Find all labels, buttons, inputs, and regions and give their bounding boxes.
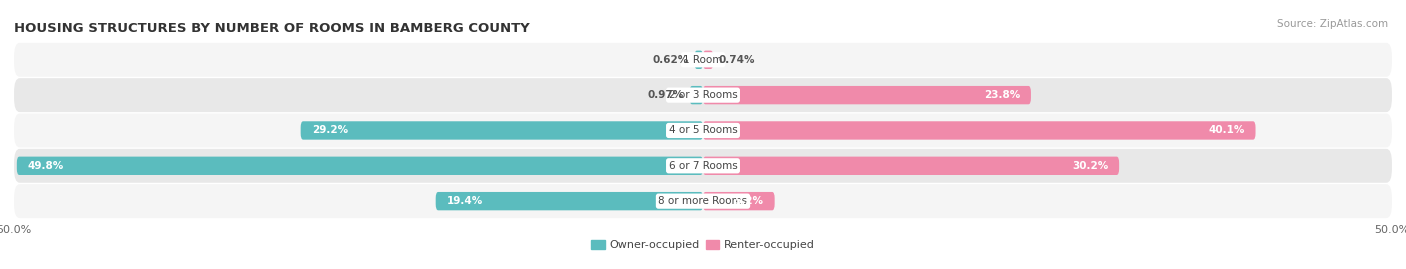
FancyBboxPatch shape [301,121,703,140]
FancyBboxPatch shape [14,149,1392,183]
FancyBboxPatch shape [703,157,1119,175]
Text: 5.2%: 5.2% [734,196,763,206]
Text: 29.2%: 29.2% [312,125,347,136]
Text: 2 or 3 Rooms: 2 or 3 Rooms [669,90,737,100]
Text: HOUSING STRUCTURES BY NUMBER OF ROOMS IN BAMBERG COUNTY: HOUSING STRUCTURES BY NUMBER OF ROOMS IN… [14,22,530,35]
FancyBboxPatch shape [703,192,775,210]
Legend: Owner-occupied, Renter-occupied: Owner-occupied, Renter-occupied [586,235,820,255]
FancyBboxPatch shape [14,78,1392,112]
FancyBboxPatch shape [703,86,1031,104]
Text: 49.8%: 49.8% [28,161,65,171]
Text: 19.4%: 19.4% [447,196,484,206]
Text: 30.2%: 30.2% [1071,161,1108,171]
FancyBboxPatch shape [703,121,1256,140]
Text: 23.8%: 23.8% [984,90,1019,100]
FancyBboxPatch shape [436,192,703,210]
FancyBboxPatch shape [689,86,703,104]
Text: 0.97%: 0.97% [648,90,685,100]
Text: 40.1%: 40.1% [1208,125,1244,136]
FancyBboxPatch shape [703,51,713,69]
Text: 8 or more Rooms: 8 or more Rooms [658,196,748,206]
Text: Source: ZipAtlas.com: Source: ZipAtlas.com [1277,19,1388,29]
Text: 1 Room: 1 Room [683,55,723,65]
Text: 0.74%: 0.74% [718,55,755,65]
FancyBboxPatch shape [14,43,1392,77]
Text: 4 or 5 Rooms: 4 or 5 Rooms [669,125,737,136]
FancyBboxPatch shape [17,157,703,175]
FancyBboxPatch shape [695,51,703,69]
FancyBboxPatch shape [14,114,1392,147]
Text: 0.62%: 0.62% [652,55,689,65]
FancyBboxPatch shape [14,184,1392,218]
Text: 6 or 7 Rooms: 6 or 7 Rooms [669,161,737,171]
